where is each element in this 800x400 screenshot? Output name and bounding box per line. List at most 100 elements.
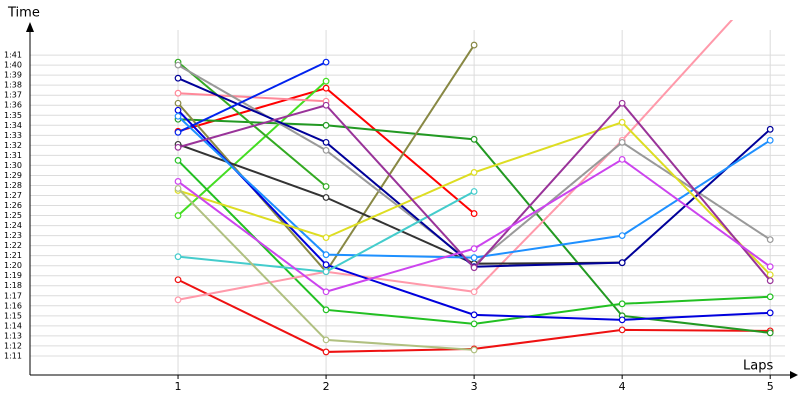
y-axis-label: Time — [7, 6, 40, 21]
point-marker — [174, 89, 182, 97]
grid — [30, 30, 785, 375]
y-tick-label: 1:30 — [4, 161, 22, 170]
point-marker — [618, 138, 626, 146]
point-marker — [322, 77, 330, 85]
point-marker — [322, 84, 330, 92]
tick-labels: 1:111:121:131:141:151:161:171:181:191:20… — [4, 51, 774, 393]
point-marker — [322, 183, 330, 190]
point-marker — [174, 128, 182, 136]
point-marker — [470, 254, 478, 262]
y-tick-label: 1:33 — [4, 131, 22, 140]
y-tick-label: 1:12 — [4, 341, 22, 350]
point-marker — [470, 320, 478, 328]
point-marker — [618, 155, 626, 163]
point-marker — [470, 41, 478, 49]
point-marker — [174, 276, 182, 284]
x-tick-label: 1 — [175, 380, 182, 393]
point-marker — [618, 118, 626, 126]
y-tick-label: 1:11 — [4, 351, 22, 360]
point-marker — [322, 146, 330, 154]
y-tick-label: 1:26 — [4, 201, 22, 210]
point-marker — [174, 253, 182, 261]
x-axis-arrow — [790, 371, 798, 379]
y-tick-label: 1:18 — [4, 281, 22, 290]
y-tick-label: 1:35 — [4, 111, 22, 120]
y-tick-label: 1:14 — [4, 321, 22, 330]
point-marker — [322, 121, 330, 129]
point-marker — [766, 263, 774, 271]
point-marker — [174, 61, 182, 69]
point-marker — [174, 106, 182, 114]
y-tick-label: 1:28 — [4, 181, 22, 190]
plot-area — [174, 20, 774, 356]
point-marker — [470, 311, 478, 319]
point-marker — [174, 112, 182, 120]
y-tick-label: 1:37 — [4, 91, 22, 100]
y-tick-label: 1:34 — [4, 121, 22, 130]
point-marker — [766, 125, 774, 133]
point-marker — [766, 136, 774, 144]
y-tick-label: 1:31 — [4, 151, 22, 160]
point-marker — [470, 264, 478, 272]
y-tick-label: 1:38 — [4, 81, 22, 90]
point-marker — [322, 234, 330, 242]
y-tick-label: 1:27 — [4, 191, 22, 200]
point-marker — [618, 300, 626, 308]
x-tick-label: 5 — [767, 380, 774, 393]
y-tick-label: 1:29 — [4, 171, 22, 180]
point-marker — [470, 188, 478, 195]
y-tick-label: 1:19 — [4, 271, 22, 280]
series-line — [177, 80, 327, 217]
point-marker — [322, 268, 330, 276]
y-tick-label: 1:20 — [4, 261, 22, 270]
y-tick-label: 1:25 — [4, 211, 22, 220]
point-marker — [766, 277, 774, 285]
point-marker — [322, 58, 330, 66]
point-marker — [322, 101, 330, 109]
point-marker — [618, 99, 626, 107]
y-tick-label: 1:22 — [4, 241, 22, 250]
point-marker — [766, 293, 774, 301]
point-marker — [766, 329, 774, 337]
y-tick-label: 1:32 — [4, 141, 22, 150]
point-marker — [618, 316, 626, 324]
point-marker — [322, 336, 330, 344]
point-marker — [470, 210, 478, 217]
series-line — [177, 61, 327, 134]
point-marker — [322, 288, 330, 296]
point-marker — [174, 143, 182, 151]
point-marker — [470, 288, 478, 296]
point-marker — [174, 74, 182, 82]
point-marker — [618, 232, 626, 240]
point-marker — [470, 245, 478, 253]
point-marker — [618, 326, 626, 334]
point-marker — [174, 212, 182, 219]
point-marker — [322, 261, 330, 269]
x-axis-label: Laps — [743, 359, 773, 374]
y-tick-label: 1:17 — [4, 291, 22, 300]
point-marker — [174, 156, 182, 164]
y-tick-label: 1:15 — [4, 311, 22, 320]
y-tick-label: 1:36 — [4, 101, 22, 110]
point-marker — [470, 135, 478, 143]
y-tick-label: 1:23 — [4, 231, 22, 240]
point-marker — [470, 169, 478, 176]
point-marker — [618, 259, 626, 267]
point-marker — [174, 99, 182, 107]
point-marker — [766, 309, 774, 317]
y-tick-label: 1:21 — [4, 251, 22, 260]
y-tick-label: 1:13 — [4, 331, 22, 340]
point-marker — [470, 346, 478, 354]
point-marker — [322, 194, 330, 201]
y-tick-label: 1:39 — [4, 71, 22, 80]
y-tick-label: 1:41 — [4, 51, 22, 60]
point-marker — [174, 296, 182, 304]
point-marker — [322, 348, 330, 356]
series-line — [177, 61, 327, 188]
y-tick-label: 1:24 — [4, 221, 22, 230]
y-tick-label: 1:16 — [4, 301, 22, 310]
point-marker — [174, 185, 182, 192]
x-tick-label: 3 — [471, 380, 478, 393]
y-axis-arrow — [26, 22, 34, 32]
